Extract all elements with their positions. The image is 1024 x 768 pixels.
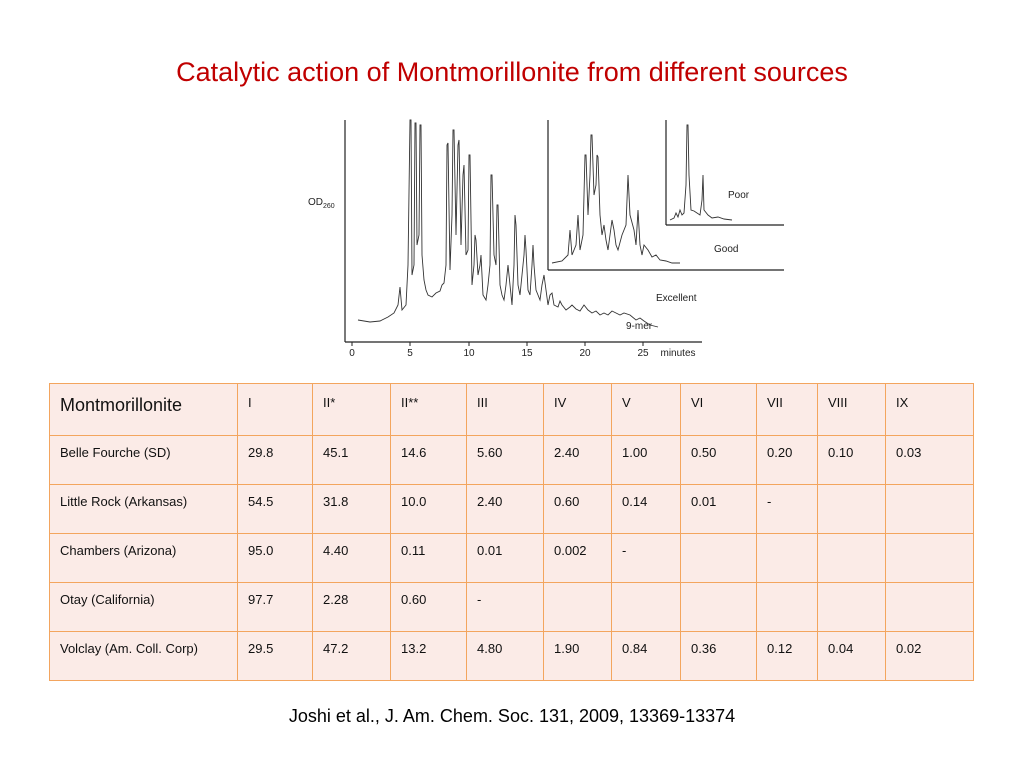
header-cell: IX bbox=[885, 383, 974, 436]
table-cell: 0.002 bbox=[543, 533, 612, 583]
table-cell: 0.04 bbox=[817, 631, 886, 681]
table-cell bbox=[885, 582, 974, 632]
table-cell: 29.8 bbox=[237, 435, 313, 485]
table-cell: 0.12 bbox=[756, 631, 818, 681]
table-cell: 2.40 bbox=[466, 484, 544, 534]
x-tick-label: 5 bbox=[407, 348, 413, 359]
header-cell: V bbox=[611, 383, 681, 436]
good-trace bbox=[551, 134, 680, 264]
table-cell bbox=[611, 582, 681, 632]
header-cell: VI bbox=[680, 383, 757, 436]
table-cell: 0.11 bbox=[390, 533, 467, 583]
header-cell: VII bbox=[756, 383, 818, 436]
slide-title: Catalytic action of Montmorillonite from… bbox=[176, 57, 848, 87]
x-tick-label: 25 bbox=[637, 348, 649, 359]
table-cell: 2.40 bbox=[543, 435, 612, 485]
table-cell: 0.02 bbox=[885, 631, 974, 681]
table-row: Belle Fourche (SD) 29.8 45.1 14.6 5.60 2… bbox=[49, 435, 974, 485]
table-cell: - bbox=[756, 484, 818, 534]
table-cell: 0.01 bbox=[680, 484, 757, 534]
table-cell bbox=[817, 533, 886, 583]
x-tick-label: 20 bbox=[579, 348, 591, 359]
table-cell: 10.0 bbox=[390, 484, 467, 534]
table-cell: 31.8 bbox=[312, 484, 391, 534]
table-cell: 0.01 bbox=[466, 533, 544, 583]
citation: Joshi et al., J. Am. Chem. Soc. 131, 200… bbox=[288, 706, 736, 726]
table-cell: 54.5 bbox=[237, 484, 313, 534]
header-cell: VIII bbox=[817, 383, 886, 436]
table-cell: Volclay (Am. Coll. Corp) bbox=[49, 631, 238, 681]
table-cell: 47.2 bbox=[312, 631, 391, 681]
table-row: Volclay (Am. Coll. Corp) 29.5 47.2 13.2 … bbox=[49, 631, 974, 681]
excellent-trace bbox=[357, 119, 659, 328]
table-header-row: Montmorillonite I II* II** III IV V VI V… bbox=[49, 383, 974, 436]
label-poor: Poor bbox=[728, 190, 750, 201]
table-cell bbox=[680, 582, 757, 632]
x-tick-label: 15 bbox=[521, 348, 533, 359]
table-cell bbox=[543, 582, 612, 632]
table-cell: 4.40 bbox=[312, 533, 391, 583]
table-cell bbox=[885, 533, 974, 583]
header-cell: II** bbox=[390, 383, 467, 436]
table-cell bbox=[756, 582, 818, 632]
table-cell: Chambers (Arizona) bbox=[49, 533, 238, 583]
table-cell: 4.80 bbox=[466, 631, 544, 681]
table-cell bbox=[680, 533, 757, 583]
header-cell: IV bbox=[543, 383, 612, 436]
table-row: Otay (California) 97.7 2.28 0.60 - bbox=[49, 582, 974, 632]
table-cell: - bbox=[611, 533, 681, 583]
table-row: Chambers (Arizona) 95.0 4.40 0.11 0.01 0… bbox=[49, 533, 974, 583]
table-cell: 97.7 bbox=[237, 582, 313, 632]
poor-trace bbox=[669, 124, 733, 221]
table-cell: - bbox=[466, 582, 544, 632]
chromatogram-svg: 0 5 10 15 20 25 minutes OD260 Poor Good … bbox=[308, 119, 784, 359]
table-cell: 0.36 bbox=[680, 631, 757, 681]
table-cell: 45.1 bbox=[312, 435, 391, 485]
x-tick-label: 0 bbox=[349, 348, 355, 359]
label-9mer: 9-mer bbox=[626, 321, 653, 332]
table-cell: 0.60 bbox=[390, 582, 467, 632]
table-cell bbox=[885, 484, 974, 534]
table-cell: 29.5 bbox=[237, 631, 313, 681]
header-cell: I bbox=[237, 383, 313, 436]
table-cell bbox=[756, 533, 818, 583]
table-cell: 0.84 bbox=[611, 631, 681, 681]
header-cell: III bbox=[466, 383, 544, 436]
table-cell: 14.6 bbox=[390, 435, 467, 485]
table-cell: 95.0 bbox=[237, 533, 313, 583]
table-cell: 0.50 bbox=[680, 435, 757, 485]
table-cell: Belle Fourche (SD) bbox=[49, 435, 238, 485]
table-cell: 0.20 bbox=[756, 435, 818, 485]
chromatogram-figure: 0 5 10 15 20 25 minutes OD260 Poor Good … bbox=[300, 115, 790, 360]
table-cell: 2.28 bbox=[312, 582, 391, 632]
table-cell: 0.10 bbox=[817, 435, 886, 485]
header-cell: Montmorillonite bbox=[49, 383, 238, 436]
table-cell: 0.14 bbox=[611, 484, 681, 534]
table-cell: Little Rock (Arkansas) bbox=[49, 484, 238, 534]
x-unit-label: minutes bbox=[660, 348, 695, 359]
table-row: Little Rock (Arkansas) 54.5 31.8 10.0 2.… bbox=[49, 484, 974, 534]
montmorillonite-table: Montmorillonite I II* II** III IV V VI V… bbox=[49, 383, 974, 681]
table-cell bbox=[817, 484, 886, 534]
table-cell: 5.60 bbox=[466, 435, 544, 485]
table-cell: 13.2 bbox=[390, 631, 467, 681]
table-cell bbox=[817, 582, 886, 632]
label-excellent: Excellent bbox=[656, 293, 697, 304]
header-cell: II* bbox=[312, 383, 391, 436]
table-cell: 1.90 bbox=[543, 631, 612, 681]
table-cell: 0.60 bbox=[543, 484, 612, 534]
label-good: Good bbox=[714, 244, 738, 255]
table-cell: 0.03 bbox=[885, 435, 974, 485]
table-cell: 1.00 bbox=[611, 435, 681, 485]
table-cell: Otay (California) bbox=[49, 582, 238, 632]
y-axis-label: OD260 bbox=[308, 197, 335, 210]
x-tick-label: 10 bbox=[463, 348, 475, 359]
